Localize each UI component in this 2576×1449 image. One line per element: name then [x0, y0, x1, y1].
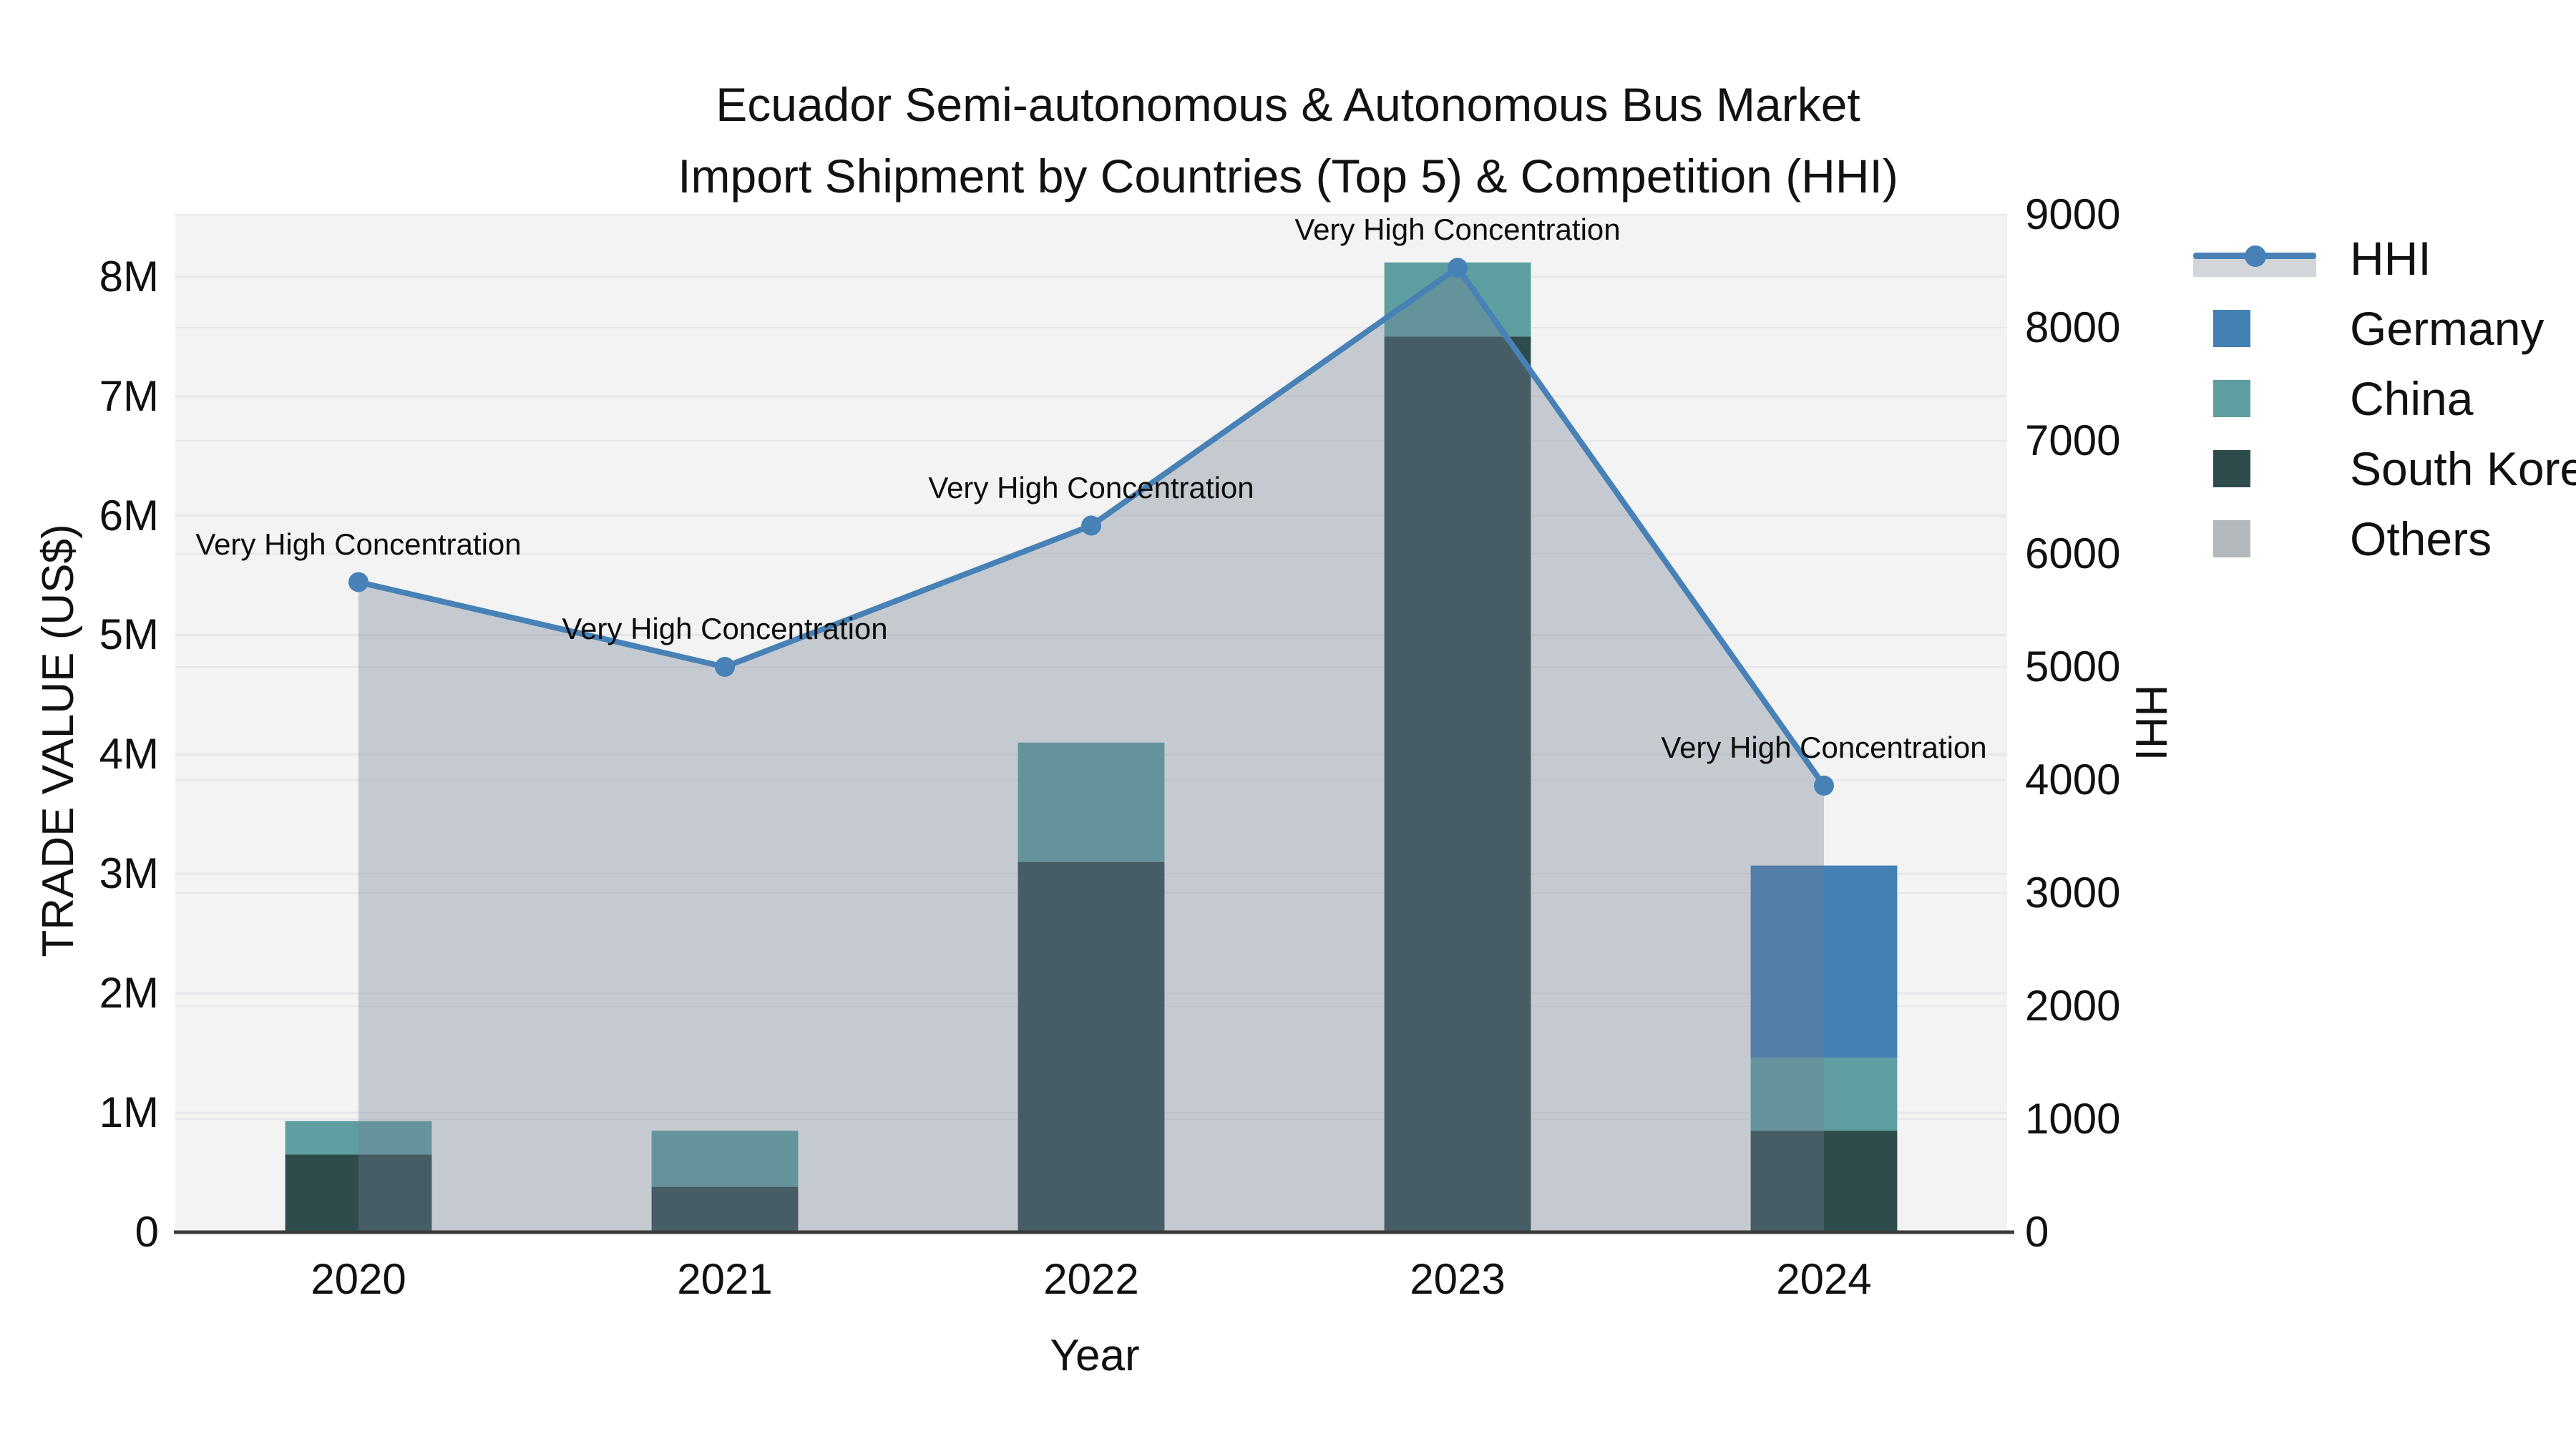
bar-china-2021 — [651, 1131, 799, 1187]
y-right-axis-title: HHI — [2126, 684, 2175, 761]
legend-item-germany: Germany — [2193, 293, 2576, 364]
legend-label-germany: Germany — [2350, 302, 2545, 355]
legend-label-others: Others — [2350, 512, 2492, 565]
annotation-2024: Very High Concentration — [1661, 730, 1987, 764]
y-left-tick: 7M — [99, 371, 159, 420]
y-right-tick: 9000 — [2025, 190, 2121, 238]
y-right-tick: 8000 — [2025, 303, 2121, 351]
y-right-tick: 5000 — [2025, 643, 2121, 691]
x-tick-2020: 2020 — [311, 1255, 406, 1303]
y-right-tick: 4000 — [2025, 756, 2121, 804]
bar-china-2020 — [285, 1121, 432, 1155]
x-tick-2021: 2021 — [677, 1255, 773, 1303]
x-tick-2024: 2024 — [1776, 1255, 1872, 1303]
bar-south-korea-2021 — [651, 1186, 799, 1232]
legend-swatch-box — [2193, 380, 2326, 417]
bar-south-korea-2023 — [1384, 336, 1531, 1232]
y-right-tick: 2000 — [2025, 982, 2121, 1030]
annotation-2023: Very High Concentration — [1294, 213, 1621, 247]
hhi-marker-2020 — [348, 572, 369, 592]
legend-item-hhi: HHI — [2193, 223, 2576, 293]
legend-item-south-korea: South Korea — [2193, 434, 2576, 504]
chart-title-line2: Import Shipment by Countries (Top 5) & C… — [678, 150, 1898, 203]
legend-swatch-box — [2193, 450, 2326, 487]
bar-south-korea-2020 — [285, 1154, 432, 1232]
germany-swatch-icon — [2213, 310, 2250, 347]
x-axis-title: Year — [1050, 1331, 1140, 1380]
bar-germany-2024 — [1750, 865, 1898, 1058]
legend-label-south-korea: South Korea — [2350, 442, 2576, 495]
annotation-2021: Very High Concentration — [562, 612, 888, 645]
hhi-legend-swatch — [2193, 237, 2326, 280]
hhi-marker-dot-icon — [2245, 245, 2266, 267]
annotation-2022: Very High Concentration — [928, 470, 1254, 504]
bar-china-2022 — [1018, 742, 1165, 862]
y-left-tick: 1M — [99, 1088, 159, 1137]
y-left-tick: 0 — [135, 1208, 159, 1256]
legend-swatch-box — [2193, 520, 2326, 557]
hhi-area-fill — [358, 268, 1824, 1232]
hhi-marker-2021 — [715, 657, 735, 677]
y-right-tick: 0 — [2025, 1208, 2049, 1256]
hhi-marker-2024 — [1814, 775, 1834, 796]
hhi-line-icon — [2193, 237, 2316, 280]
legend-label-hhi: HHI — [2350, 232, 2431, 285]
annotation-2020: Very High Concentration — [195, 527, 522, 561]
y-left-tick: 5M — [99, 610, 159, 659]
legend-item-china: China — [2193, 364, 2576, 434]
y-right-tick: 3000 — [2025, 869, 2121, 917]
bar-south-korea-2022 — [1018, 862, 1165, 1232]
chart-title: Ecuador Semi-autonomous & Autonomous Bus… — [0, 69, 2576, 212]
y-left-tick: 4M — [99, 730, 159, 779]
legend-swatch-box — [2193, 310, 2326, 347]
chart-title-line1: Ecuador Semi-autonomous & Autonomous Bus… — [716, 78, 1860, 131]
x-tick-2022: 2022 — [1043, 1255, 1139, 1303]
y-left-tick: 8M — [99, 252, 159, 301]
x-tick-2023: 2023 — [1410, 1255, 1506, 1303]
legend-label-china: China — [2350, 372, 2474, 425]
bar-south-korea-2024 — [1750, 1131, 1898, 1232]
hhi-marker-2022 — [1081, 515, 1101, 536]
y-left-tick: 2M — [99, 969, 159, 1018]
hhi-marker-2023 — [1448, 258, 1468, 278]
legend-item-others: Others — [2193, 504, 2576, 574]
y-right-tick: 1000 — [2025, 1095, 2121, 1143]
y-left-tick: 3M — [99, 849, 159, 898]
y-left-tick: 6M — [99, 491, 159, 540]
y-right-tick: 6000 — [2025, 530, 2121, 577]
bar-china-2024 — [1750, 1058, 1898, 1131]
others-swatch-icon — [2213, 520, 2250, 557]
y-left-axis-title: TRADE VALUE (US$) — [34, 524, 83, 957]
china-swatch-icon — [2213, 380, 2250, 417]
legend: HHI Germany China South Korea Others — [2193, 223, 2576, 574]
south-korea-swatch-icon — [2213, 450, 2250, 487]
y-right-tick: 7000 — [2025, 416, 2121, 464]
